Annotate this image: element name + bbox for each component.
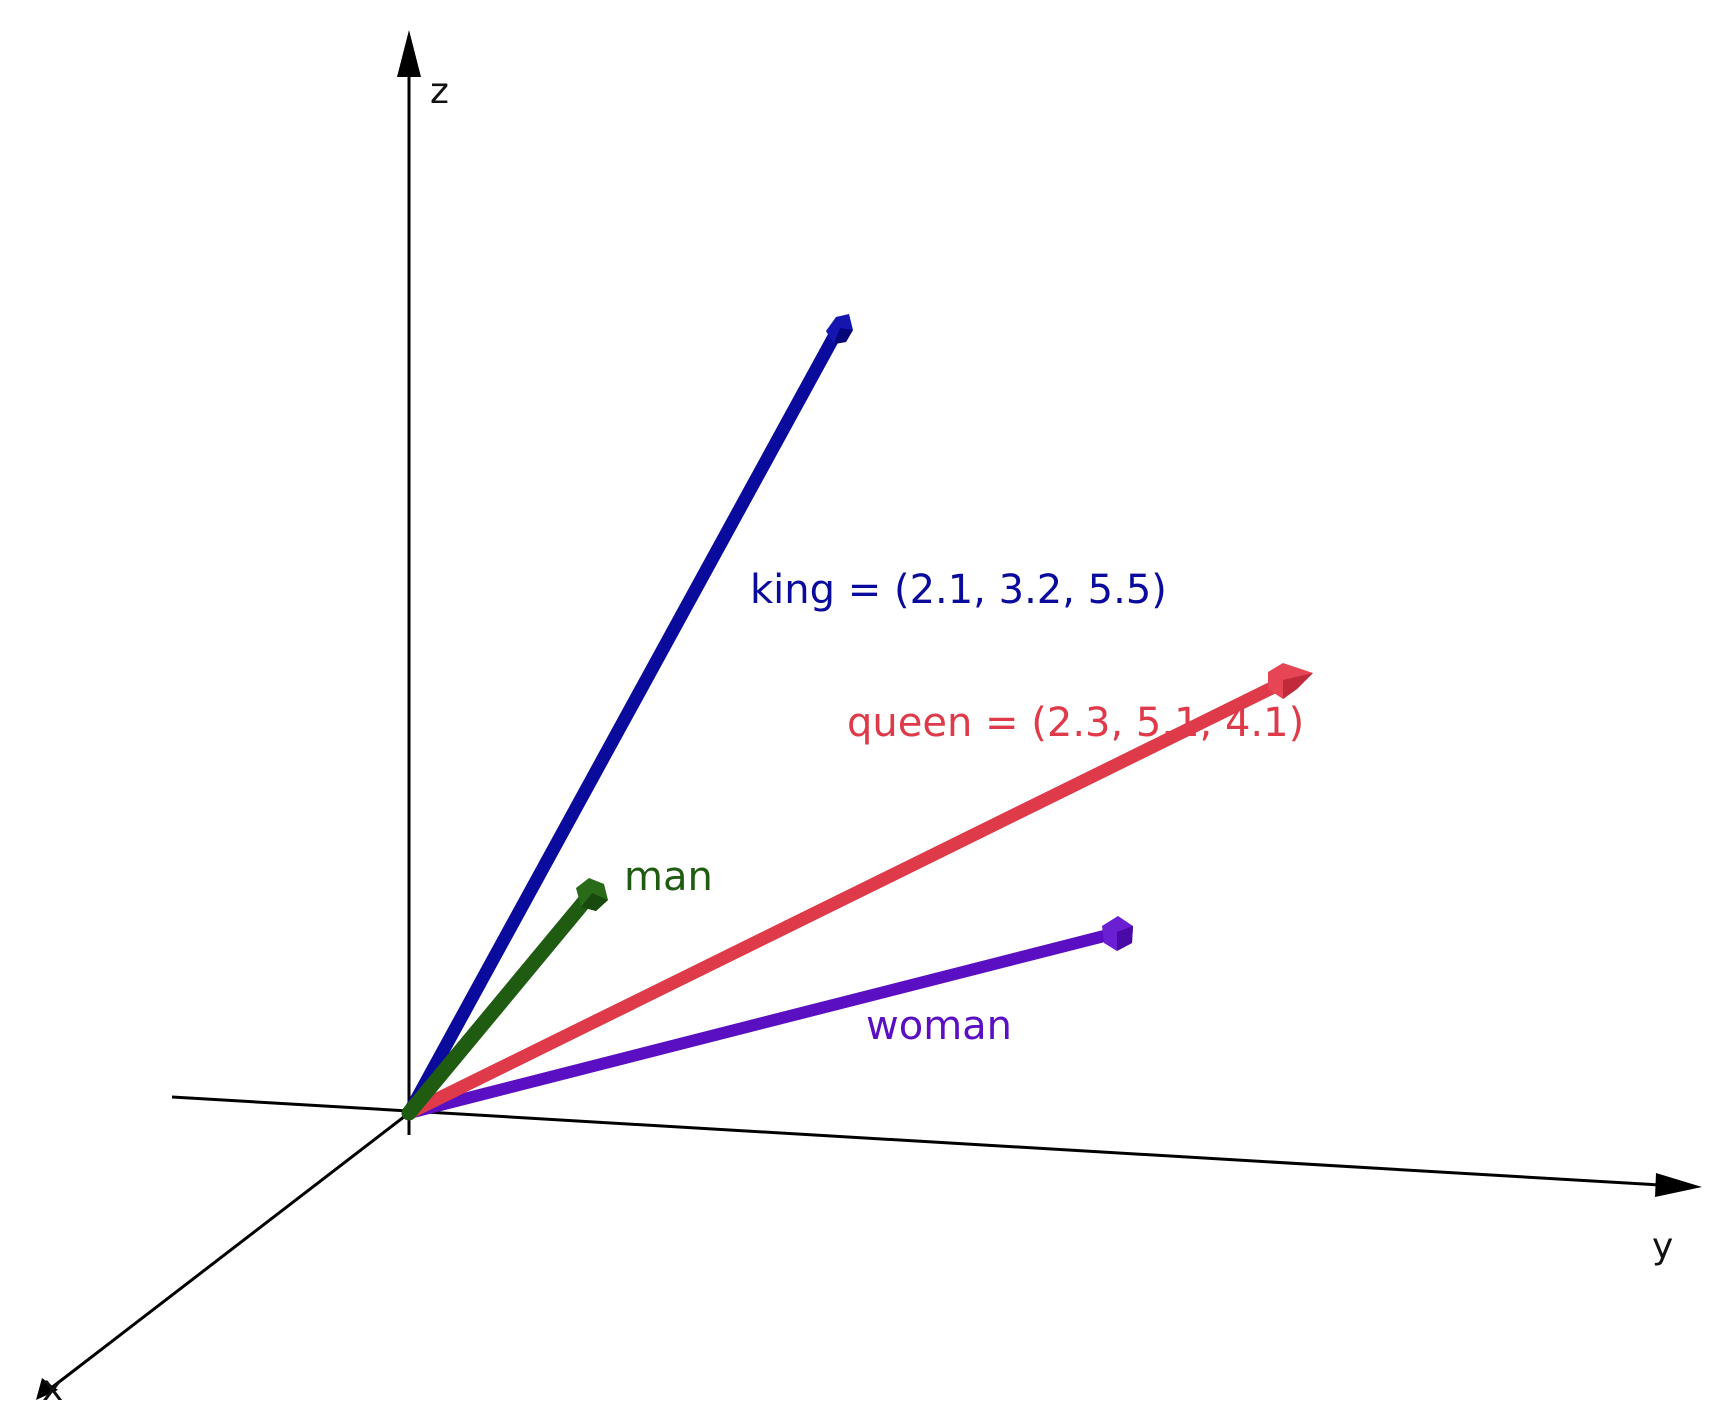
vector-queen-shaft	[402, 677, 1287, 1120]
vector-man-head-shade	[581, 893, 608, 911]
vector-labels: king = (2.1, 3.2, 5.5) queen = (2.3, 5.1…	[624, 567, 1304, 1049]
x-axis-arrowhead	[36, 1378, 58, 1400]
vector-woman-shaft	[403, 928, 1118, 1119]
y-axis-arrowhead	[1655, 1173, 1702, 1197]
z-axis-label: z	[430, 71, 449, 112]
x-axis	[45, 1111, 410, 1394]
label-king: king = (2.1, 3.2, 5.5)	[750, 567, 1167, 613]
vector-man-shaft	[401, 888, 597, 1121]
vector-king-head-shade	[834, 328, 853, 344]
x-axis-label: x	[42, 1368, 63, 1409]
vector-woman	[403, 916, 1133, 1119]
vector-king-shaft	[402, 326, 843, 1120]
label-queen: queen = (2.3, 5.1, 4.1)	[847, 700, 1304, 746]
z-axis-arrowhead	[397, 30, 421, 77]
y-axis-label: y	[1652, 1226, 1673, 1267]
vector-queen-head-shade	[1283, 673, 1313, 699]
y-axis	[171, 1095, 1661, 1187]
vectors	[401, 314, 1313, 1121]
vector-woman-head-shade	[1117, 926, 1133, 951]
vector-man	[401, 878, 608, 1121]
vector-king	[402, 314, 853, 1120]
label-man: man	[624, 854, 713, 900]
label-woman: woman	[866, 1003, 1012, 1049]
vector-queen	[402, 663, 1313, 1120]
